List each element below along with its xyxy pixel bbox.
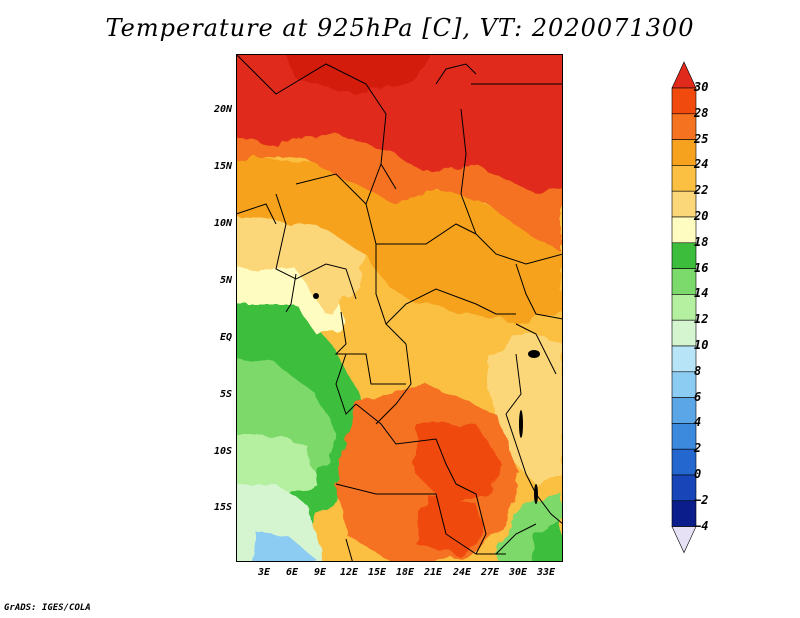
fill-24-25-north — [236, 155, 563, 324]
colorbar-swatch — [671, 113, 697, 140]
lat-label-15n: 15N — [213, 161, 232, 172]
lon-label-18e: 18E — [395, 567, 415, 578]
colorbar-label: 8 — [694, 363, 702, 378]
colorbar-top-arrow — [671, 61, 697, 89]
border-uganda — [515, 323, 557, 375]
border-libya — [435, 63, 477, 85]
colorbar-swatch — [671, 448, 697, 476]
colorbar-swatch — [671, 294, 697, 321]
border-rwanda — [505, 353, 522, 415]
border-coast-west — [285, 273, 297, 313]
colorbar-label: 28 — [694, 105, 709, 120]
lake-chad — [313, 293, 319, 299]
chart-title: Temperature at 925hPa [C], VT: 202007130… — [105, 14, 695, 42]
colorbar-label: −2 — [694, 492, 709, 507]
colorbar-swatch — [671, 242, 697, 269]
temperature-map — [236, 54, 563, 562]
colorbar-label: 6 — [694, 389, 702, 404]
fill-6-8 — [251, 532, 316, 562]
border-zambia — [455, 483, 487, 555]
lat-label-10n: 10N — [213, 218, 232, 229]
border-ssudan — [515, 263, 563, 320]
lat-label-5s: 5S — [219, 389, 232, 400]
lon-label-30e: 30E — [508, 567, 528, 578]
lon-label-33e: 33E — [536, 567, 556, 578]
border-car-north — [376, 223, 477, 245]
colorbar-label: 18 — [694, 234, 709, 249]
border-niger — [295, 173, 367, 205]
colorbar-label: 12 — [694, 312, 709, 327]
border-nigeria-chad — [365, 163, 407, 345]
colorbar-swatch — [671, 345, 697, 373]
lon-label-27e: 27E — [480, 567, 500, 578]
colorbar-label: 24 — [694, 157, 709, 172]
fill-28-30-south2 — [416, 494, 486, 554]
border-congo-drc — [375, 343, 412, 425]
colorbar-label: −4 — [694, 518, 709, 533]
lon-label-21e: 21E — [423, 567, 443, 578]
lake-victoria — [528, 350, 540, 358]
colorbar-swatch — [671, 397, 697, 424]
colorbar-label: 16 — [694, 260, 709, 275]
lon-label-24e: 24E — [452, 567, 472, 578]
border-congo-gabon — [334, 311, 406, 385]
border-coast-congo — [335, 353, 357, 415]
lat-label-20n: 20N — [213, 104, 232, 115]
colorbar-swatch — [671, 268, 697, 295]
lat-label-5n: 5N — [219, 275, 232, 286]
lat-label-eq: EQ — [219, 332, 232, 343]
colorbar-swatch — [671, 500, 697, 527]
border-car-drc — [385, 288, 516, 325]
border-tanzania — [505, 413, 563, 525]
colorbar-swatch — [671, 474, 697, 502]
border-burkina — [236, 203, 277, 225]
colorbar-label: 0 — [694, 467, 702, 481]
colorbar-swatch — [671, 371, 697, 398]
fill-18-20-west — [236, 265, 346, 334]
colorbar-label: 20 — [694, 209, 709, 223]
lake-tanganyika — [519, 410, 523, 438]
colorbar-label: 22 — [694, 183, 709, 198]
colorbar-label: 30 — [694, 80, 709, 94]
colorbar-label: 4 — [694, 415, 702, 430]
country-borders — [236, 54, 563, 562]
footer-credit: GrADS: IGES/COLA — [4, 603, 91, 613]
border-zimbabwe — [495, 523, 537, 555]
border-angola-namibia — [335, 483, 506, 555]
lon-label-3e: 3E — [257, 567, 271, 578]
fill-hotspot — [284, 54, 428, 94]
lat-label-10s: 10S — [213, 446, 232, 457]
colorbar-label: 10 — [694, 338, 709, 352]
colorbar — [671, 61, 697, 554]
lon-label-12e: 12E — [339, 567, 359, 578]
fill-30-plus-north — [236, 54, 563, 194]
colorbar-label: 25 — [694, 131, 709, 146]
lon-label-6e: 6E — [285, 567, 299, 578]
map-canvas — [236, 54, 563, 562]
colorbar-swatch — [671, 190, 697, 218]
border-namibia-west — [345, 538, 354, 562]
lon-label-9e: 9E — [313, 567, 327, 578]
colorbar-label: 2 — [694, 441, 702, 456]
fill-16-18-se — [533, 524, 563, 562]
lat-label-15s: 15S — [213, 502, 232, 513]
colorbar-swatch — [671, 139, 697, 166]
lake-malawi — [534, 484, 538, 504]
colorbar-swatch — [671, 423, 697, 450]
colorbar-swatch — [671, 319, 697, 347]
colorbar-swatch — [671, 165, 697, 192]
colorbar-swatch — [671, 87, 697, 115]
border-benin-togo — [275, 193, 357, 300]
colorbar-swatch — [671, 216, 697, 244]
colorbar-label: 14 — [694, 286, 709, 301]
lakes — [313, 293, 540, 504]
lon-label-15e: 15E — [367, 567, 387, 578]
fill-28-30-south — [416, 424, 501, 504]
colorbar-bottom-arrow — [671, 526, 697, 554]
border-angola-drc — [355, 403, 457, 485]
